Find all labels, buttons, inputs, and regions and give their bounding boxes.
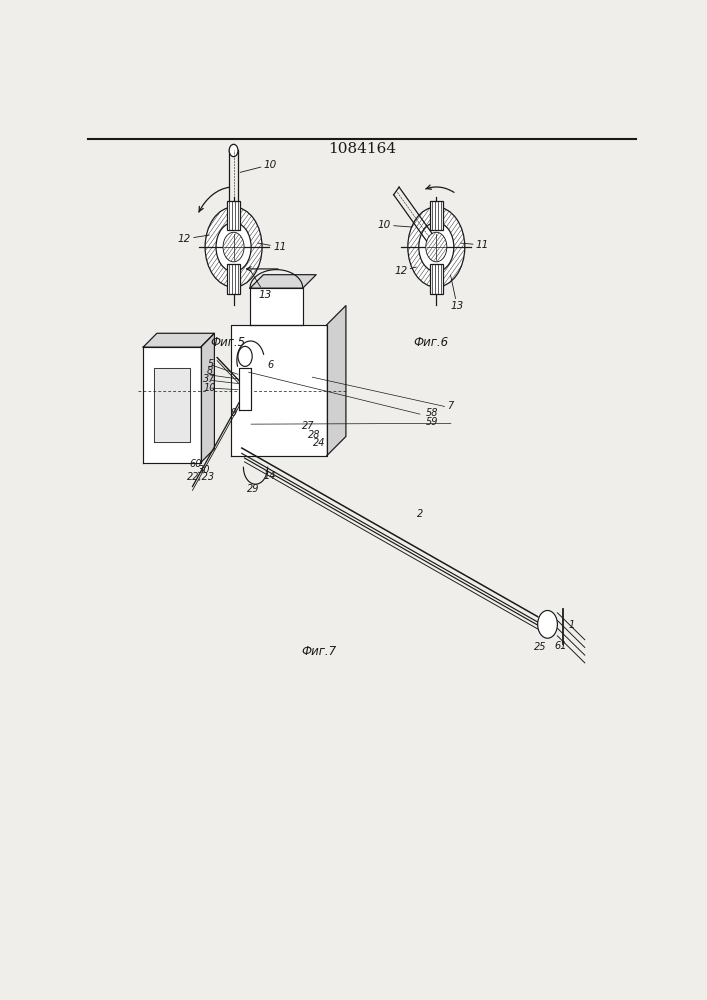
Text: 14: 14 (264, 471, 276, 481)
Bar (227, 264, 240, 294)
Text: 27: 27 (302, 421, 315, 431)
Text: 59: 59 (426, 417, 438, 427)
Text: 12: 12 (394, 266, 416, 276)
Polygon shape (231, 325, 327, 456)
Circle shape (426, 232, 447, 262)
Bar (430, 264, 443, 294)
Circle shape (238, 346, 252, 366)
Text: Фиг.5: Фиг.5 (211, 336, 245, 349)
Text: 24: 24 (313, 438, 325, 448)
Bar (430, 201, 443, 230)
Text: 9: 9 (231, 408, 237, 418)
Text: 10: 10 (204, 383, 216, 393)
Polygon shape (327, 306, 346, 456)
Text: 10: 10 (378, 220, 412, 230)
Text: 29: 29 (247, 484, 259, 494)
Text: Фиг.7: Фиг.7 (301, 645, 336, 658)
Polygon shape (144, 347, 201, 463)
Text: 12: 12 (177, 234, 209, 244)
Circle shape (229, 144, 238, 157)
Text: 61: 61 (555, 641, 567, 651)
Polygon shape (239, 368, 251, 410)
Text: 58: 58 (426, 408, 438, 418)
Text: 1: 1 (568, 620, 575, 630)
Polygon shape (201, 333, 214, 463)
Text: 7: 7 (448, 401, 453, 411)
Text: 25: 25 (534, 642, 547, 652)
Text: 8: 8 (206, 366, 212, 376)
Circle shape (419, 222, 454, 272)
Text: 37: 37 (204, 374, 216, 384)
Text: 10: 10 (240, 160, 277, 172)
Polygon shape (153, 368, 190, 442)
Text: 60: 60 (189, 459, 202, 469)
Text: 2: 2 (417, 509, 423, 519)
Text: 22,23: 22,23 (187, 472, 215, 482)
Text: 30: 30 (198, 465, 211, 475)
Polygon shape (250, 288, 303, 325)
Text: 13: 13 (251, 271, 272, 300)
Bar (227, 201, 240, 230)
Circle shape (205, 207, 262, 287)
Text: 13: 13 (450, 275, 464, 311)
Circle shape (216, 222, 251, 272)
Circle shape (408, 207, 464, 287)
Text: 5: 5 (208, 359, 214, 369)
Text: 11: 11 (460, 240, 489, 250)
Text: 1084164: 1084164 (328, 142, 397, 156)
Text: 11: 11 (258, 242, 286, 252)
Text: 6: 6 (267, 360, 273, 370)
Polygon shape (250, 275, 316, 288)
Circle shape (538, 610, 557, 638)
Text: Фиг.6: Фиг.6 (414, 336, 448, 349)
Circle shape (223, 232, 244, 262)
Polygon shape (144, 333, 214, 347)
Text: 28: 28 (308, 430, 320, 440)
